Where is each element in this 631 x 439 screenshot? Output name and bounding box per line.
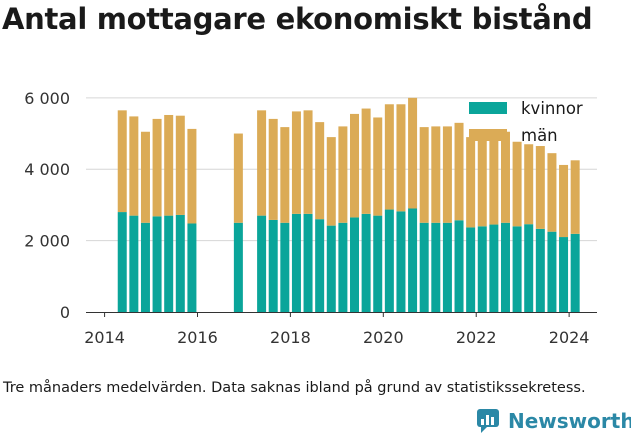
bar-man bbox=[466, 137, 476, 228]
bar-kvinnor bbox=[117, 212, 127, 312]
y-tick-label: 0 bbox=[60, 303, 70, 322]
bar-man bbox=[152, 118, 162, 217]
bar-man bbox=[291, 111, 301, 214]
bar-man bbox=[570, 160, 580, 234]
bar-kvinnor bbox=[268, 219, 278, 312]
x-tick-label: 2022 bbox=[456, 328, 497, 347]
bar-man bbox=[419, 127, 429, 223]
bar-kvinnor bbox=[547, 231, 557, 312]
bar-kvinnor bbox=[489, 224, 499, 312]
bar-man bbox=[280, 127, 290, 223]
bar-kvinnor bbox=[187, 223, 197, 312]
bar-kvinnor bbox=[466, 227, 476, 312]
bar-kvinnor bbox=[384, 209, 394, 312]
bar-kvinnor bbox=[350, 217, 360, 312]
bar-man bbox=[303, 110, 313, 214]
bar-man bbox=[559, 164, 569, 238]
bar-man bbox=[164, 114, 174, 216]
bar-kvinnor bbox=[257, 215, 267, 312]
bar-kvinnor bbox=[408, 208, 418, 312]
bar-kvinnor bbox=[129, 215, 139, 312]
bar-man bbox=[489, 133, 499, 225]
bar-man bbox=[535, 146, 545, 229]
bar-kvinnor bbox=[570, 233, 580, 312]
bar-kvinnor bbox=[303, 213, 313, 312]
bar-kvinnor bbox=[361, 213, 371, 312]
legend-label: kvinnor bbox=[521, 99, 583, 118]
bar-kvinnor bbox=[535, 228, 545, 312]
y-tick-label: 6 000 bbox=[24, 89, 70, 108]
bar-kvinnor bbox=[454, 220, 464, 312]
bar-man bbox=[512, 141, 522, 227]
y-tick-label: 4 000 bbox=[24, 160, 70, 179]
bar-man bbox=[408, 97, 418, 209]
bar-kvinnor bbox=[315, 219, 325, 312]
bar-man bbox=[338, 126, 348, 223]
bar-kvinnor bbox=[419, 222, 429, 312]
brand-name: Newsworthy bbox=[508, 409, 631, 433]
bar-kvinnor bbox=[512, 226, 522, 312]
bar-man bbox=[268, 118, 278, 220]
bar-man bbox=[350, 113, 360, 218]
x-tick-label: 2014 bbox=[84, 328, 125, 347]
bar-kvinnor bbox=[477, 226, 487, 312]
bar-man bbox=[396, 104, 406, 212]
bar-man bbox=[442, 126, 452, 223]
bar-man bbox=[431, 126, 441, 223]
bar-man bbox=[117, 110, 127, 213]
bar-man bbox=[140, 131, 150, 223]
bar-kvinnor bbox=[524, 224, 534, 312]
chart-title: Antal mottagare ekonomiskt bistånd bbox=[2, 2, 593, 36]
bar-man bbox=[175, 115, 185, 215]
brand: Newsworthy bbox=[476, 408, 631, 434]
bar-kvinnor bbox=[338, 222, 348, 312]
bar-man bbox=[524, 144, 534, 225]
bar-kvinnor bbox=[280, 222, 290, 312]
bar-man bbox=[547, 153, 557, 232]
x-tick-label: 2024 bbox=[549, 328, 590, 347]
bar-kvinnor bbox=[164, 215, 174, 312]
bar-kvinnor bbox=[233, 222, 243, 312]
bar-man bbox=[257, 110, 267, 216]
bar-man bbox=[361, 108, 371, 214]
y-tick-label: 2 000 bbox=[24, 232, 70, 251]
bar-kvinnor bbox=[442, 222, 452, 312]
bar-kvinnor bbox=[175, 214, 185, 312]
bar-kvinnor bbox=[500, 222, 510, 312]
bar-man bbox=[129, 116, 139, 216]
bar-kvinnor bbox=[326, 225, 336, 312]
newsworthy-logo-icon bbox=[477, 409, 499, 433]
bar-man bbox=[233, 133, 243, 223]
bar-man bbox=[326, 137, 336, 226]
bar-man bbox=[500, 131, 510, 223]
bar-man bbox=[384, 104, 394, 210]
stacked-bar-chart: 0 2 000 4 000 6 000 2014 2016 2018 2020 2022 2024… bbox=[24, 89, 597, 347]
bar-kvinnor bbox=[431, 222, 441, 312]
bar-man bbox=[373, 117, 383, 216]
legend-swatch bbox=[469, 102, 507, 114]
bar-kvinnor bbox=[152, 216, 162, 312]
x-tick-label: 2018 bbox=[270, 328, 311, 347]
legend-swatch bbox=[469, 129, 507, 141]
bar-kvinnor bbox=[396, 211, 406, 312]
x-tick-label: 2020 bbox=[363, 328, 404, 347]
bar-kvinnor bbox=[559, 237, 569, 312]
bar-kvinnor bbox=[140, 222, 150, 312]
bar-man bbox=[477, 137, 487, 227]
x-tick-label: 2016 bbox=[177, 328, 218, 347]
bar-man bbox=[187, 128, 197, 224]
bar-man bbox=[315, 122, 325, 220]
footnote: Tre månaders medelvärden. Data saknas ib… bbox=[3, 380, 586, 396]
bar-kvinnor bbox=[373, 215, 383, 312]
bar-kvinnor bbox=[291, 213, 301, 312]
legend-label: män bbox=[521, 126, 558, 145]
bar-man bbox=[454, 122, 464, 221]
